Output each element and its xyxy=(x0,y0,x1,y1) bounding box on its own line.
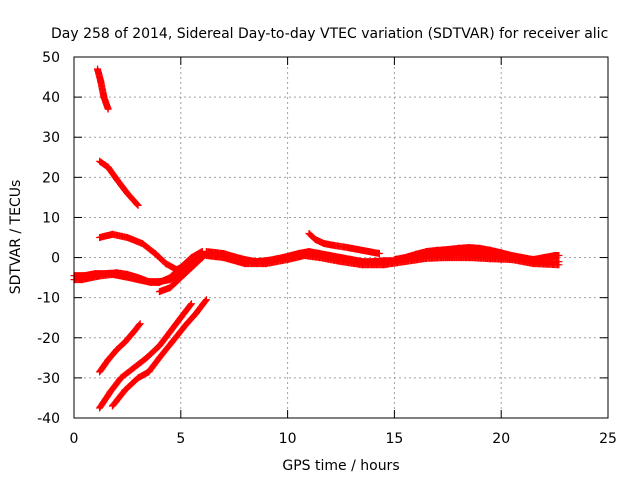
series-arc-9 xyxy=(108,296,210,410)
data-point-marks xyxy=(138,240,159,257)
data-point-marks xyxy=(166,274,185,292)
data-point-marks xyxy=(106,374,125,396)
data-point-marks xyxy=(365,248,383,257)
y-tick-label: 50 xyxy=(42,50,60,66)
x-tick-label: 20 xyxy=(492,431,510,447)
data-point-marks xyxy=(130,354,151,372)
y-tick-label: -40 xyxy=(37,411,60,427)
x-axis-label: GPS time / hours xyxy=(282,458,399,474)
data-point-marks xyxy=(123,189,142,209)
chart-title: Day 258 of 2014, Sidereal Day-to-day VTE… xyxy=(51,26,608,42)
data-point-marks xyxy=(121,328,138,346)
data-point-marks xyxy=(104,346,121,364)
series-arc-5 xyxy=(70,248,206,286)
x-tick-label: 15 xyxy=(385,431,403,447)
data-point-marks xyxy=(96,356,112,376)
data-point-marks xyxy=(117,364,138,382)
series-arc-11 xyxy=(202,252,563,269)
data-point-marks xyxy=(166,264,185,282)
data-point-marks xyxy=(192,296,210,318)
data-point-marks xyxy=(104,163,121,183)
data-point-marks xyxy=(181,310,200,330)
data-point-marks xyxy=(177,254,195,272)
data-point-marks xyxy=(155,328,174,350)
y-tick-label: -20 xyxy=(37,331,60,347)
data-point-marks xyxy=(143,342,163,362)
data-point-marks xyxy=(155,338,176,362)
y-tick-labels: -40 -30 -20 -10 0 10 20 30 40 50 xyxy=(37,50,60,427)
y-tick-label: -10 xyxy=(37,291,60,307)
series-arc-12 xyxy=(305,230,383,257)
data-point-marks xyxy=(166,314,185,336)
series-arc-2 xyxy=(96,157,142,209)
data-point-marks xyxy=(551,252,563,259)
series-arc-6 xyxy=(155,254,206,296)
axis-ticks xyxy=(73,56,609,419)
data-point-marks xyxy=(151,250,170,268)
series-arc-8 xyxy=(96,300,195,412)
data-point-marks xyxy=(96,157,112,171)
series-arc-1 xyxy=(94,65,112,113)
data-point-marks xyxy=(188,254,206,272)
series-arc-7 xyxy=(96,320,144,376)
data-point-marks xyxy=(177,264,195,282)
data-point-marks xyxy=(168,322,189,346)
data-point-marks xyxy=(113,338,129,354)
data-point-marks xyxy=(188,248,206,262)
data-series xyxy=(70,65,563,412)
series-arc-13 xyxy=(390,244,563,264)
x-tick-labels: 0 5 10 15 20 25 xyxy=(70,431,617,447)
y-tick-label: 10 xyxy=(42,210,60,226)
data-point-marks xyxy=(108,386,129,410)
x-tick-label: 10 xyxy=(279,431,297,447)
data-point-marks xyxy=(130,320,144,336)
y-tick-label: 40 xyxy=(42,90,60,106)
x-tick-label: 0 xyxy=(70,431,79,447)
data-point-marks xyxy=(121,374,142,394)
data-point-marks xyxy=(96,388,114,412)
plot-frame xyxy=(73,56,609,419)
data-point-marks xyxy=(529,260,563,269)
data-point-marks xyxy=(220,254,249,268)
y-tick-label: 0 xyxy=(51,251,60,267)
y-tick-label: -30 xyxy=(37,371,60,387)
x-tick-label: 5 xyxy=(176,431,185,447)
y-tick-label: 20 xyxy=(42,170,60,186)
data-point-marks xyxy=(177,300,195,322)
x-tick-label: 25 xyxy=(599,431,617,447)
data-point-marks xyxy=(113,175,131,197)
data-point-marks xyxy=(100,93,112,113)
y-axis-label: SDTVAR / TECUs xyxy=(8,180,24,295)
y-tick-label: 30 xyxy=(42,130,60,146)
data-point-marks xyxy=(145,354,163,376)
